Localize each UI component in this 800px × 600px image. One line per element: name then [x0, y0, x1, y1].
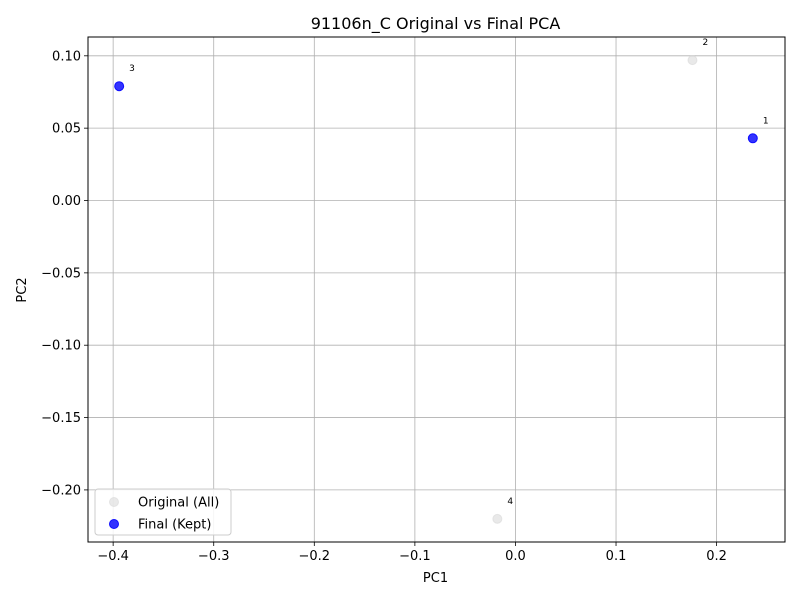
data-point — [492, 513, 503, 524]
points: 2 4 3 1 — [114, 38, 769, 524]
x-tick-label: −0.4 — [97, 549, 129, 564]
data-point — [114, 81, 125, 92]
point-label: 4 — [507, 497, 513, 507]
x-tick-label: 0.0 — [505, 549, 526, 564]
point-label: 1 — [763, 116, 769, 126]
x-tick-label: −0.1 — [399, 549, 431, 564]
point-label: 3 — [129, 64, 135, 74]
legend-label: Final (Kept) — [138, 518, 211, 533]
data-point — [747, 133, 758, 144]
x-tick-label: 0.2 — [706, 549, 727, 564]
legend-marker — [109, 497, 119, 507]
x-tick-label: 0.1 — [606, 549, 627, 564]
y-tick-label: −0.10 — [41, 339, 81, 354]
plot-frame — [87, 36, 786, 543]
x-tick-label: −0.3 — [198, 549, 230, 564]
legend-marker — [109, 519, 119, 529]
legend-label: Original (All) — [138, 496, 219, 511]
point-label: 2 — [702, 38, 708, 48]
y-tick-label: −0.20 — [41, 483, 81, 498]
ticks: −0.4 −0.3 −0.2 −0.1 0.0 0.1 0.2 −0.20 −0.15 −0.10… — [41, 49, 727, 564]
chart-title: 91106n_C Original vs Final PCA — [311, 14, 561, 34]
x-tick-label: −0.2 — [299, 549, 331, 564]
legend-box — [94, 488, 232, 536]
y-tick-label: −0.05 — [41, 266, 81, 281]
data-point — [687, 55, 698, 66]
legend: Original (All) Final (Kept) — [94, 488, 232, 536]
y-tick-label: 0.10 — [52, 49, 81, 64]
y-tick-label: 0.05 — [52, 122, 81, 137]
y-tick-label: −0.15 — [41, 411, 81, 426]
y-axis-label: PC2 — [15, 277, 30, 302]
x-axis-label: PC1 — [423, 571, 448, 586]
y-tick-label: 0.00 — [52, 194, 81, 209]
